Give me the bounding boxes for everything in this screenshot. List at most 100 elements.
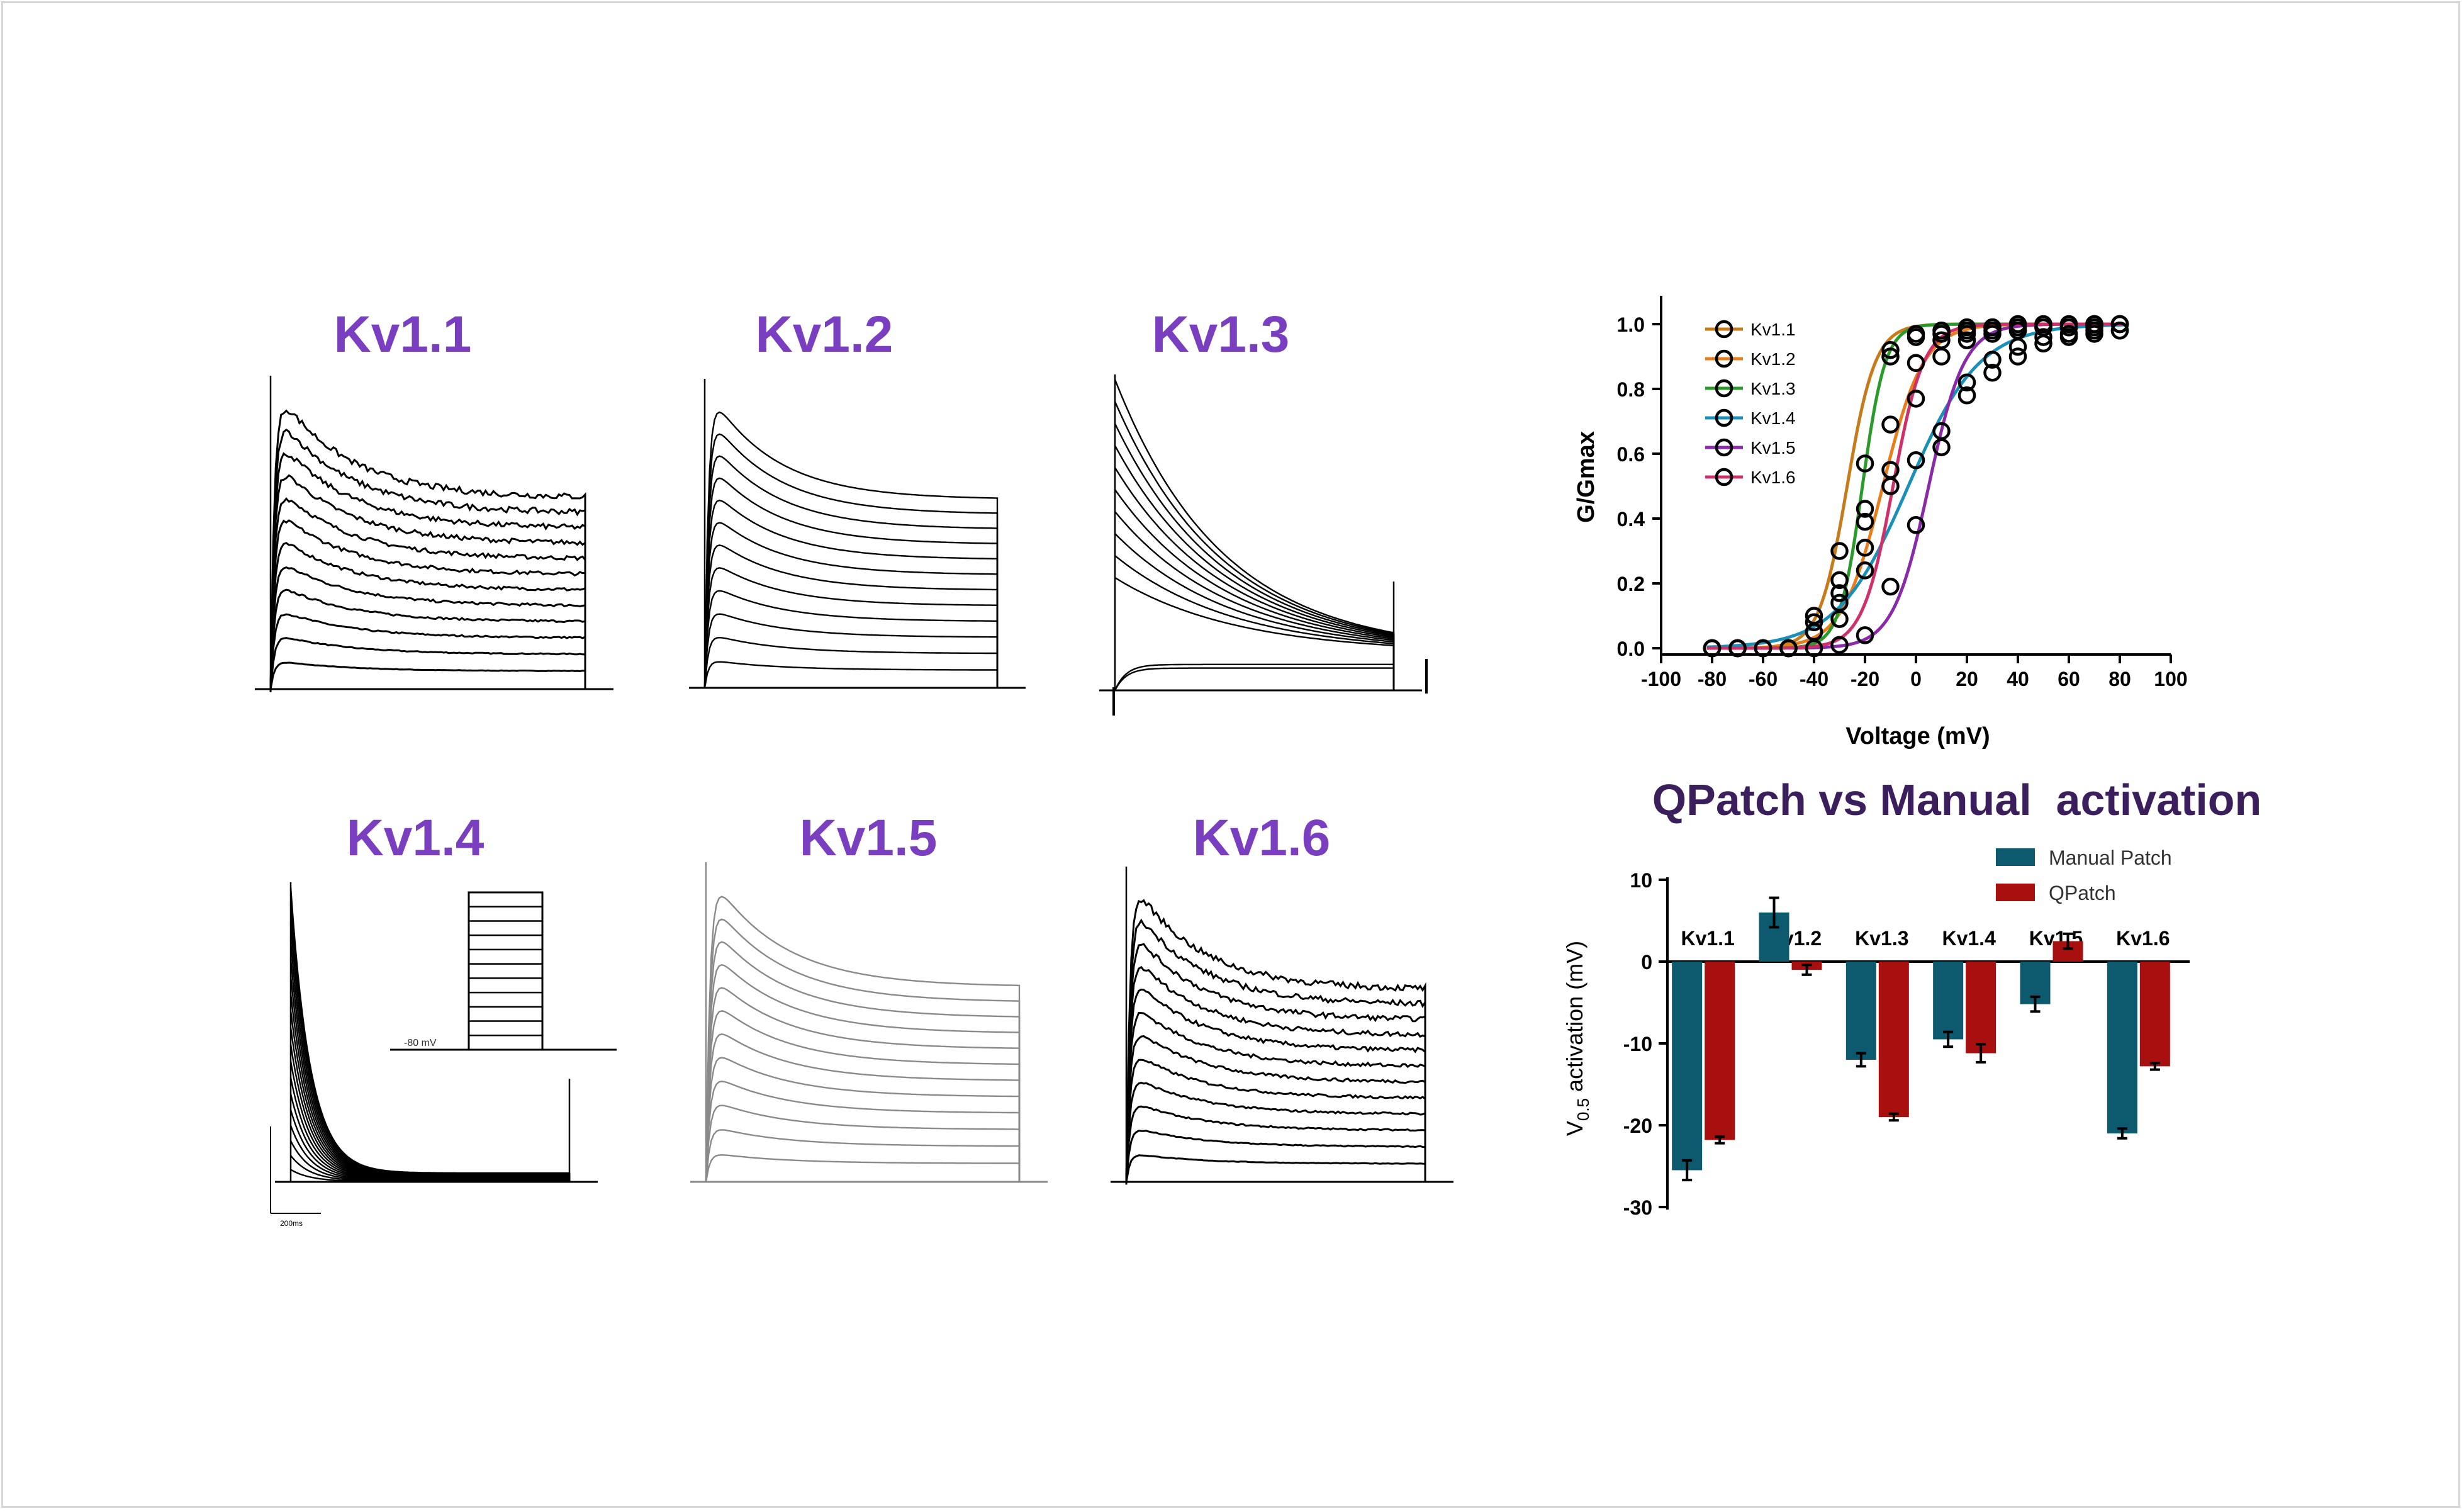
ggmax-x-tick-label: 80 — [2108, 668, 2131, 690]
trace-title-kv1-1: Kv1.1 — [333, 306, 472, 363]
bar-qpatch — [1966, 962, 1996, 1053]
bar-y-tick-label: -20 — [1623, 1115, 1652, 1137]
bar-y-tick-label: -10 — [1623, 1033, 1652, 1055]
data-point-kv1-5 — [1856, 626, 1874, 644]
data-point-kv1-6 — [1830, 610, 1849, 628]
current-trace — [269, 566, 586, 690]
data-point-kv1-6 — [1983, 325, 2002, 343]
legend-label: Manual Patch — [2049, 846, 2172, 869]
data-point-kv1-6 — [2110, 315, 2129, 334]
current-trace — [1114, 379, 1395, 690]
current-trace — [705, 987, 1021, 1182]
current-trace — [1114, 489, 1395, 690]
ggmax-y-tick-label: 0.2 — [1617, 573, 1645, 595]
bar-qpatch — [2139, 962, 2170, 1067]
current-trace — [1114, 554, 1395, 690]
current-trace — [269, 409, 586, 693]
trace-title-kv1-2: Kv1.2 — [755, 306, 893, 363]
holding-potential-label: -80 mV — [404, 1038, 437, 1048]
current-trace — [703, 499, 999, 688]
current-trace — [703, 613, 999, 688]
ggmax-x-tick-label: 0 — [1910, 668, 1922, 690]
current-trace — [1125, 988, 1426, 1184]
bar-bars: Kv1.1 Kv1.2 Kv1.3 Kv1.4 Kv1.5 Kv1.6 — [1672, 896, 2170, 1182]
protocol-step-box — [468, 891, 544, 1051]
current-trace — [289, 887, 571, 1182]
data-point-kv1-5 — [1907, 516, 1925, 534]
ggmax-x-tick-label: -60 — [1749, 668, 1778, 690]
legend-label: Kv1.3 — [1750, 379, 1796, 398]
legend-label: Kv1.4 — [1750, 408, 1796, 428]
bar-y-tick-label: 0 — [1641, 951, 1652, 974]
current-trace — [1125, 899, 1426, 1185]
trace-panel-kv1-5 — [690, 862, 1048, 1183]
fit-curve-kv1-6 — [1706, 322, 2125, 650]
current-trace — [705, 1154, 1021, 1182]
current-trace — [1125, 1059, 1426, 1182]
data-point-kv1-3 — [1983, 318, 2002, 337]
data-point-kv1-6 — [2085, 318, 2103, 337]
voltage-protocol-inset: -80 mV — [390, 891, 617, 1051]
ggmax-y-tick-label: 0.8 — [1617, 378, 1645, 401]
legend-marker — [1715, 320, 1733, 339]
current-trace — [705, 1010, 1021, 1182]
legend-label: Kv1.6 — [1750, 468, 1796, 487]
data-point-kv1-6 — [2008, 322, 2027, 340]
data-point-kv1-6 — [1932, 347, 1951, 366]
current-trace — [269, 497, 586, 689]
current-trace — [1114, 467, 1395, 690]
legend-label: Kv1.5 — [1750, 438, 1796, 458]
current-trace — [705, 896, 1021, 1182]
current-trace — [269, 429, 586, 689]
current-trace — [269, 661, 586, 690]
current-trace — [705, 1104, 1021, 1182]
bar-y-axis-label: V0.5 activation (mV) — [1562, 941, 1593, 1136]
current-trace — [703, 636, 999, 688]
ggmax-axes: 0.0 0.2 0.4 0.6 0.8 1.0 -100 -80 -60 -40 -20 0 20 40 6… — [1617, 296, 2188, 690]
ggmax-y-tick-label: 0.0 — [1617, 638, 1645, 660]
ggmax-x-tick-label: 20 — [1956, 668, 1978, 690]
data-point-kv1-5 — [2110, 322, 2129, 340]
current-trace — [1125, 1154, 1426, 1182]
current-trace — [703, 477, 999, 688]
data-point-kv1-2 — [1830, 584, 1849, 602]
data-point-kv1-5 — [1957, 373, 1976, 391]
current-trace — [1114, 445, 1395, 690]
ggmax-x-tick-label: -40 — [1800, 668, 1828, 690]
data-point-kv1-5 — [1830, 636, 1849, 654]
current-trace — [1125, 943, 1426, 1183]
bar-category-label: Kv1.3 — [1855, 927, 1908, 950]
data-point-kv1-5 — [2059, 325, 2078, 343]
current-trace — [703, 661, 999, 688]
bar-y-tick-label: -30 — [1623, 1196, 1652, 1219]
legend-label: QPatch — [2049, 882, 2116, 904]
data-point-kv1-5 — [1881, 577, 1900, 596]
ggmax-x-tick-label: 100 — [2154, 668, 2187, 690]
legend-marker — [1715, 408, 1733, 427]
legend-swatch — [1996, 848, 2035, 866]
ggmax-y-tick-label: 0.6 — [1617, 443, 1645, 466]
current-trace — [269, 519, 586, 689]
ggmax-x-tick-label: 40 — [2007, 668, 2029, 690]
data-point-kv1-5 — [1932, 438, 1951, 456]
data-point-kv1-1 — [1830, 542, 1849, 560]
current-trace — [1125, 1105, 1426, 1182]
legend-marker — [1715, 349, 1733, 368]
current-trace — [269, 474, 586, 690]
data-point-kv1-6 — [1957, 331, 1976, 349]
current-trace — [1114, 663, 1395, 691]
bar-manual-patch — [1672, 962, 1703, 1171]
current-trace — [269, 452, 586, 692]
data-point-kv1-6 — [1881, 461, 1900, 479]
ggmax-legend: Kv1.1 Kv1.2 Kv1.3 Kv1.4 Kv1.5 Kv1.6 — [1705, 320, 1796, 487]
data-point-kv1-2 — [1881, 415, 1900, 434]
ggmax-y-tick-label: 1.0 — [1617, 313, 1645, 336]
data-point-kv1-2 — [1907, 354, 1925, 373]
bar-axes: 10 0 -10 -20 -30 — [1623, 869, 2190, 1219]
trace-title-kv1-6: Kv1.6 — [1192, 809, 1331, 867]
current-trace — [705, 1057, 1021, 1182]
current-trace — [705, 918, 1021, 1182]
data-point-kv1-6 — [1805, 623, 1823, 641]
data-point-kv1-6 — [1856, 561, 1874, 580]
